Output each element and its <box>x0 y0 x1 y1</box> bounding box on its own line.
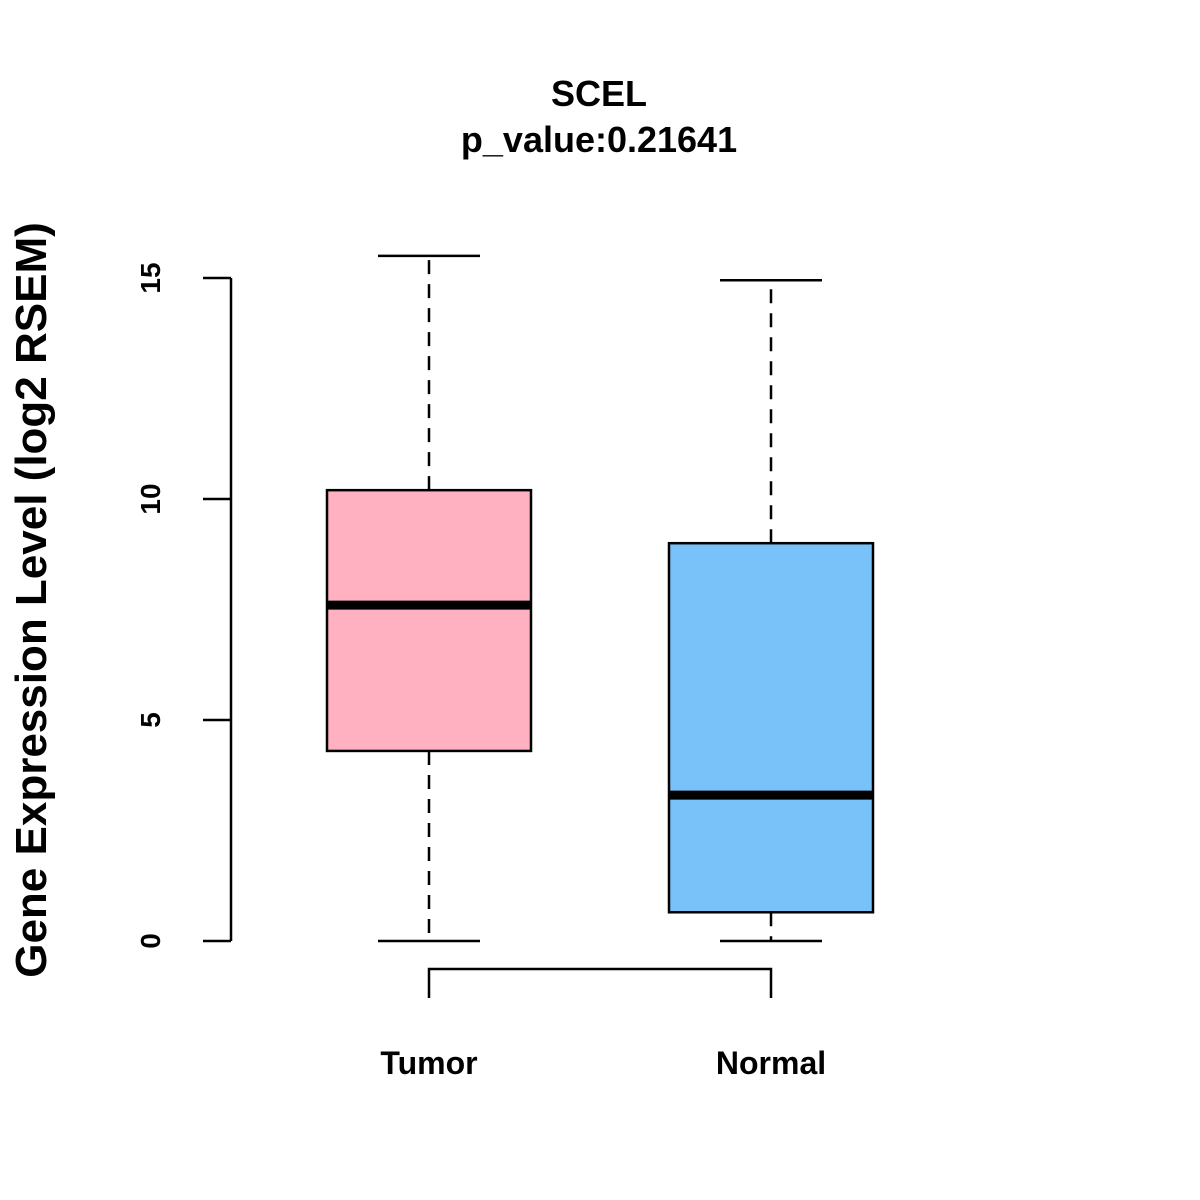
boxes-layer <box>325 254 875 943</box>
iqr-box <box>667 541 875 914</box>
y-tick-label: 5 <box>135 712 166 728</box>
y-axis-label: Gene Expression Level (log2 RSEM) <box>7 222 56 978</box>
chart-title: SCEL <box>551 73 647 114</box>
iqr-box <box>325 488 533 753</box>
x-label-tumor: Tumor <box>380 1045 477 1081</box>
x-axis-labels: Tumor Normal <box>380 1045 826 1081</box>
y-axis: 0 5 10 15 <box>135 262 233 949</box>
comparison-bracket <box>427 967 773 998</box>
y-tick-label: 15 <box>135 262 166 293</box>
bracket-line <box>427 967 773 998</box>
y-tick-label: 0 <box>135 933 166 949</box>
box-tumor <box>325 254 533 943</box>
box-normal <box>667 278 875 943</box>
chart-subtitle: p_value:0.21641 <box>461 119 737 160</box>
y-tick-label: 10 <box>135 483 166 514</box>
x-label-normal: Normal <box>716 1045 826 1081</box>
